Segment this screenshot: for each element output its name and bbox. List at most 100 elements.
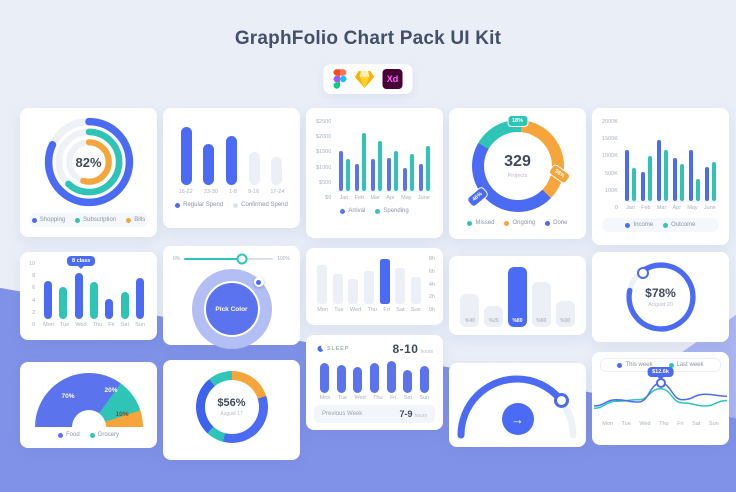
tick-label: Sun bbox=[410, 307, 421, 313]
tick-label: Sun bbox=[419, 395, 430, 401]
tick-label: Mar bbox=[370, 195, 380, 201]
bar bbox=[120, 292, 129, 319]
legend-dot bbox=[625, 222, 631, 228]
bar-group: %80 bbox=[507, 264, 527, 327]
tick-label: Sun bbox=[708, 421, 719, 427]
tick-label: Apr bbox=[386, 195, 395, 201]
x-axis-labels: Mon Tue Wed Thu Fri Sat Sun bbox=[40, 322, 148, 328]
bar bbox=[705, 166, 710, 201]
percent-badge: 36% bbox=[547, 162, 573, 185]
legend-label: Regular Spend bbox=[183, 202, 224, 208]
bar bbox=[378, 140, 383, 191]
bar-group bbox=[641, 119, 653, 201]
bar bbox=[641, 172, 646, 201]
bar-chart bbox=[314, 256, 424, 304]
card-income-outcome: 2000K 1500K 1000K 500K 100K 0 Jan Feb Mar Apr May… bbox=[592, 108, 729, 245]
rings-center-value: 82% bbox=[75, 154, 102, 170]
bar bbox=[419, 163, 424, 191]
legend-dot bbox=[617, 362, 623, 368]
ring-knob[interactable] bbox=[636, 267, 649, 279]
tick-label: Sat bbox=[120, 322, 130, 328]
concentric-rings-chart: 82% bbox=[42, 115, 136, 209]
gauge-chart: 70% 20% 10% bbox=[34, 373, 143, 427]
tooltip: 8 class bbox=[67, 256, 96, 266]
tick-label: $2000 bbox=[316, 134, 332, 141]
previous-week-row[interactable]: Previous Week 7-9 hours bbox=[314, 405, 435, 423]
bar bbox=[345, 159, 350, 191]
tick-label: $1000 bbox=[316, 164, 332, 171]
bar-group bbox=[180, 121, 192, 185]
bar-chart bbox=[40, 261, 148, 319]
bar: %30 bbox=[555, 300, 575, 327]
tooltip: $12.6k bbox=[647, 367, 674, 377]
legend-dot bbox=[75, 217, 81, 223]
tick-label: Tue bbox=[621, 421, 631, 427]
progress-ring-chart: $78% August 20 bbox=[623, 259, 699, 335]
tick-label: Sat bbox=[403, 395, 413, 401]
card-week-lines: This week Last week $12.6k Mon Tue Wed Thu Fr… bbox=[592, 352, 729, 445]
bar bbox=[225, 136, 237, 185]
slider-knob[interactable] bbox=[236, 253, 248, 265]
legend-item: Spending bbox=[375, 208, 409, 214]
color-wheel[interactable]: Pick Color bbox=[191, 269, 272, 349]
legend: Income Outcome bbox=[602, 218, 719, 232]
bar-group: %40 bbox=[460, 264, 480, 327]
bar bbox=[420, 365, 430, 393]
tick-label: Fri bbox=[108, 322, 115, 328]
legend-item: Confirmed Spend bbox=[233, 202, 288, 208]
gauge-label: 20% bbox=[104, 387, 118, 394]
legend-label: Outcome bbox=[671, 222, 696, 228]
bar bbox=[712, 162, 717, 201]
bar bbox=[319, 362, 329, 393]
legend-item: Missed bbox=[467, 220, 494, 226]
bar-group bbox=[387, 119, 399, 191]
tick-label: Sat bbox=[396, 307, 405, 313]
pick-color-button[interactable]: Pick Color bbox=[203, 281, 260, 337]
rings-svg bbox=[44, 117, 133, 207]
legend-item: Arrival bbox=[340, 208, 365, 214]
bar: %80 bbox=[507, 266, 527, 327]
bar-group bbox=[336, 360, 346, 393]
x-axis-labels: Mon Tue Wed Thu Fri Sat Sun bbox=[316, 395, 433, 401]
donut-center: 329 Projects bbox=[483, 132, 552, 200]
bar-group bbox=[348, 256, 359, 304]
color-slider[interactable] bbox=[184, 253, 274, 265]
tick-label: $2500 bbox=[316, 119, 332, 125]
tick-label: 4h bbox=[428, 281, 435, 288]
bar-group bbox=[203, 121, 215, 185]
legend-dot bbox=[31, 217, 37, 223]
tick-label: Feb bbox=[354, 195, 365, 201]
bar: %40 bbox=[460, 294, 480, 327]
tick-label: 2000K bbox=[602, 119, 618, 125]
tick-label: Mon bbox=[317, 307, 328, 313]
gauge-label: 10% bbox=[115, 411, 129, 418]
bar bbox=[354, 163, 359, 191]
tick-label: 8 bbox=[32, 273, 36, 280]
bar bbox=[353, 366, 363, 393]
arc-knob[interactable] bbox=[554, 393, 569, 408]
tick-label: 0 bbox=[32, 321, 36, 328]
bar bbox=[403, 369, 413, 393]
tick-label: Wed bbox=[75, 322, 87, 328]
bar bbox=[410, 153, 415, 191]
percent-badge: 18% bbox=[506, 115, 529, 127]
picker-handle[interactable] bbox=[253, 277, 264, 287]
next-button[interactable]: → bbox=[501, 403, 534, 435]
tick-label: Jan bbox=[626, 205, 635, 211]
bar-group bbox=[120, 261, 129, 319]
card-expense-rings: 82% Shopping Subscription Bills bbox=[20, 108, 157, 237]
moon-icon bbox=[317, 345, 324, 352]
donut-value: 329 bbox=[504, 153, 531, 170]
bar-group bbox=[43, 261, 52, 319]
bar-group bbox=[371, 119, 383, 191]
page-title: GraphFolio Chart Pack UI Kit bbox=[234, 28, 502, 49]
bar bbox=[371, 159, 376, 191]
bar-group bbox=[369, 360, 379, 393]
legend-label: Bills bbox=[134, 217, 146, 223]
legend-item: Subscription bbox=[75, 217, 116, 223]
legend-dot bbox=[504, 220, 510, 226]
tick-label: 1500K bbox=[602, 136, 618, 143]
card-weekly-classes: 10 8 6 4 2 0 Mon Tue Wed Thu Fri Sat Sun 8 class bbox=[20, 252, 157, 340]
legend-item: Last week bbox=[668, 362, 704, 368]
tick-label: Thu bbox=[373, 395, 383, 401]
